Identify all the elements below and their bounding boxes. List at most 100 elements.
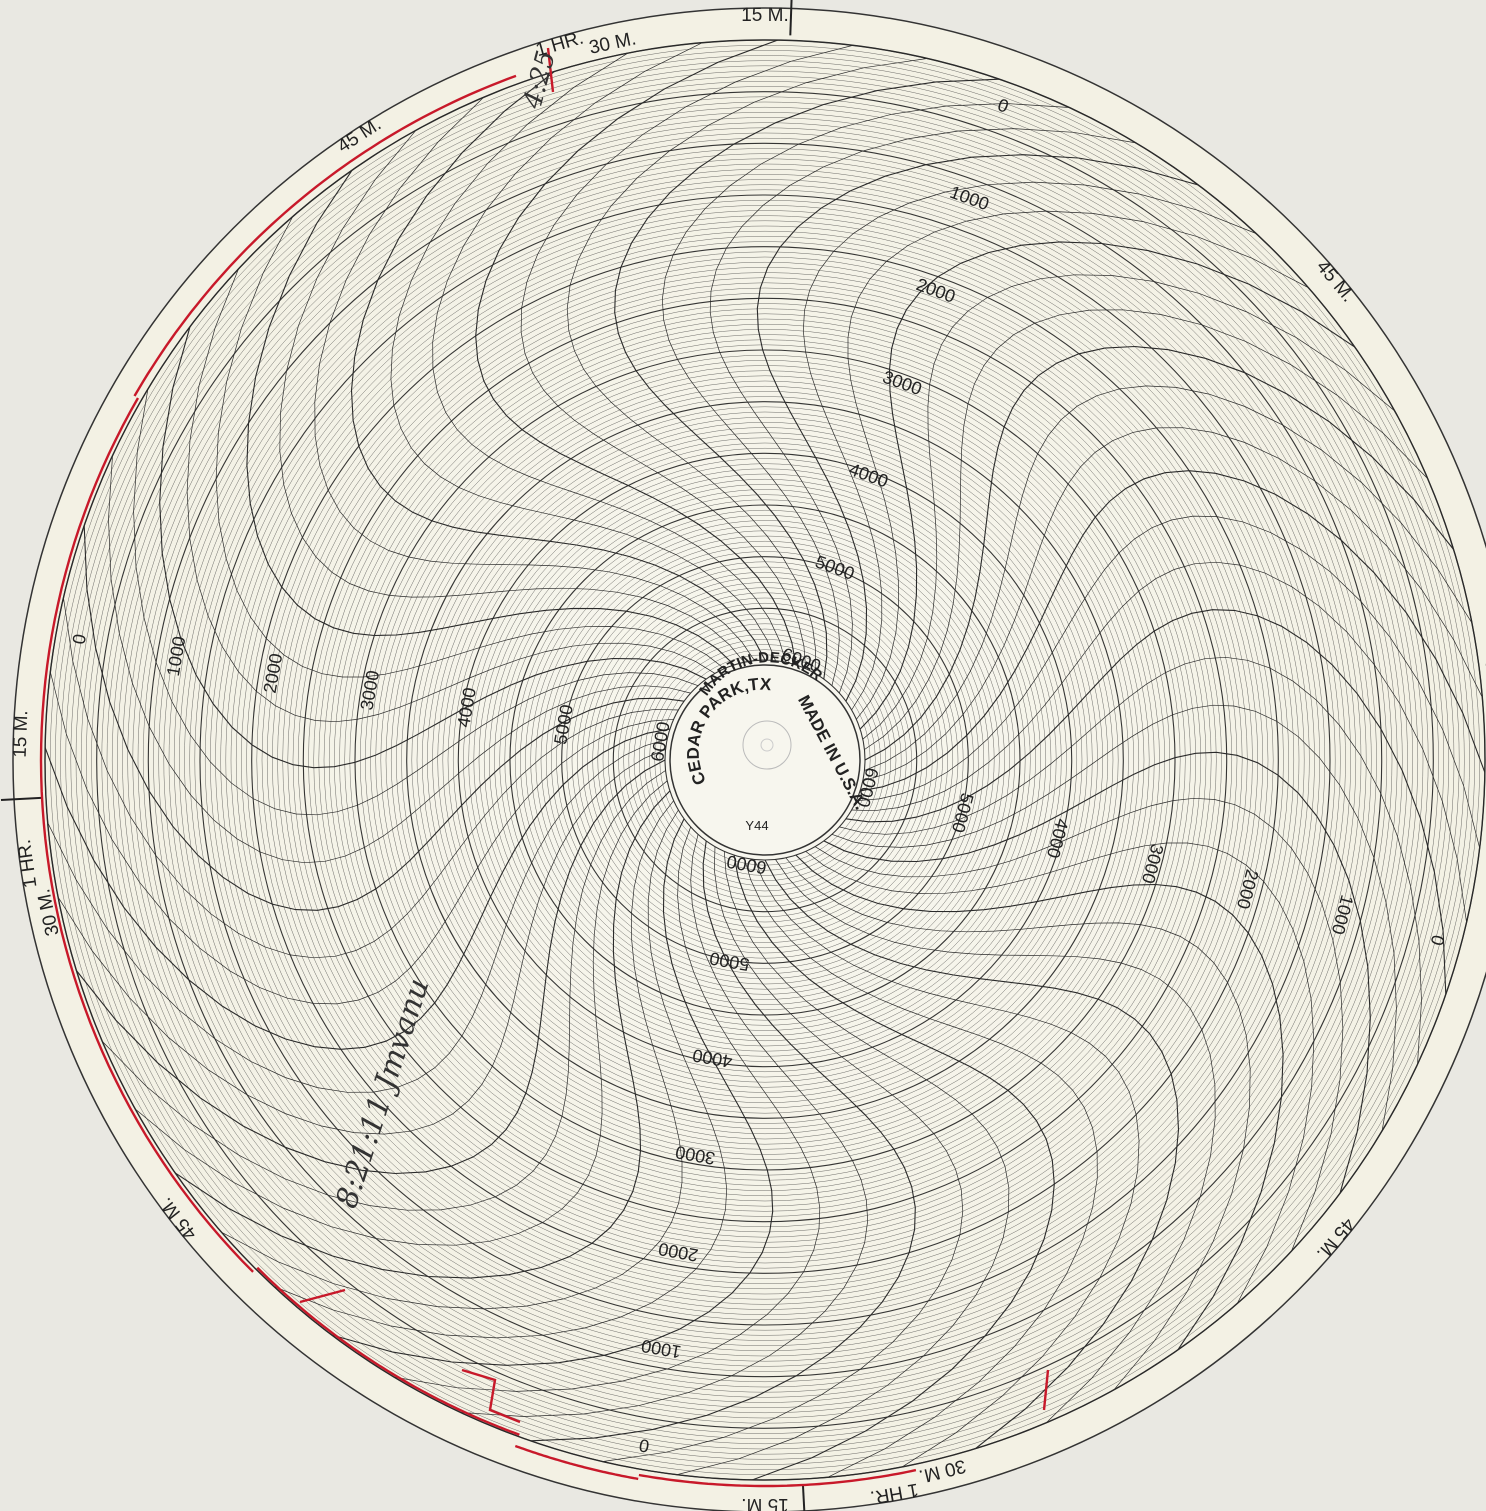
pressure-ring bbox=[442, 437, 1088, 1083]
pressure-ring bbox=[602, 597, 928, 923]
pressure-ring bbox=[96, 91, 1434, 1429]
pressure-ring bbox=[168, 163, 1362, 1357]
time-arc bbox=[661, 103, 1070, 686]
center-hole-inner bbox=[760, 738, 774, 752]
pressure-ring bbox=[644, 639, 886, 881]
pen-trace bbox=[39, 47, 1050, 1488]
pressure-ring bbox=[649, 644, 881, 876]
time-arc bbox=[677, 851, 1010, 1475]
pressure-ring bbox=[106, 101, 1424, 1419]
pressure-ring bbox=[44, 39, 1486, 1481]
time-arc bbox=[460, 834, 869, 1417]
pressure-ring bbox=[576, 571, 954, 949]
time-arc bbox=[530, 840, 916, 1442]
time-arc bbox=[602, 846, 964, 1462]
trace-spike bbox=[1042, 1369, 1050, 1411]
time-arc bbox=[50, 672, 674, 1005]
time-arc bbox=[764, 859, 1180, 1450]
pressure-ring bbox=[380, 375, 1150, 1145]
pressure-ring bbox=[127, 122, 1403, 1398]
time-arc bbox=[432, 42, 787, 663]
pressure-ring bbox=[390, 385, 1140, 1135]
pressure-ring bbox=[457, 452, 1073, 1068]
time-arc bbox=[785, 857, 1251, 1391]
time-arc bbox=[862, 427, 1483, 782]
time-arc bbox=[856, 515, 1480, 848]
pressure-ring bbox=[514, 509, 1016, 1011]
pressure-ring bbox=[65, 60, 1465, 1460]
pressure-ring bbox=[251, 246, 1279, 1274]
pressure-ring bbox=[225, 220, 1305, 1300]
pressure-ring bbox=[277, 272, 1253, 1248]
pressure-ring bbox=[235, 230, 1295, 1290]
time-arc bbox=[862, 274, 1396, 740]
time-arc bbox=[831, 704, 1397, 1131]
pressure-ring bbox=[561, 556, 969, 964]
time-arc bbox=[47, 738, 668, 1093]
time-arc bbox=[847, 210, 1309, 720]
pressure-ring bbox=[468, 463, 1062, 1057]
time-arc bbox=[44, 728, 670, 1050]
pressure-ring bbox=[189, 184, 1341, 1336]
chart-hub: MARTIN-DECKER CEDAR PARK,TX MADE IN U.S.… bbox=[669, 649, 870, 856]
pressure-ring bbox=[318, 313, 1212, 1207]
pressure-ring bbox=[354, 349, 1176, 1171]
pressure-ring bbox=[654, 649, 876, 871]
pressure-ring bbox=[504, 499, 1026, 1021]
time-arc bbox=[108, 455, 691, 864]
time-label: 15 M. bbox=[10, 710, 33, 758]
time-arc bbox=[174, 790, 671, 1279]
pressure-ring bbox=[406, 401, 1124, 1119]
time-arc bbox=[756, 154, 1199, 702]
time-arc bbox=[709, 128, 1136, 694]
pressure-ring bbox=[571, 566, 959, 954]
pressure-ring bbox=[137, 132, 1393, 1388]
pressure-ring bbox=[256, 251, 1274, 1269]
pressure-ring bbox=[313, 308, 1217, 1212]
pressure-ring bbox=[530, 525, 1000, 995]
time-arc bbox=[331, 818, 774, 1366]
pressure-ring bbox=[147, 142, 1383, 1378]
hub-disk bbox=[669, 664, 861, 856]
time-label: 30 M. bbox=[1481, 659, 1486, 708]
scale-label: 0 bbox=[69, 632, 90, 645]
time-label: 15 M. bbox=[741, 5, 789, 26]
pressure-ring bbox=[302, 297, 1228, 1223]
pressure-ring bbox=[463, 458, 1067, 1062]
pressure-ring bbox=[525, 520, 1005, 1000]
pressure-ring bbox=[623, 618, 907, 902]
rim-marker bbox=[789, 0, 793, 36]
trace-step bbox=[461, 1368, 521, 1424]
pressure-ring bbox=[261, 256, 1269, 1264]
pressure-ring bbox=[230, 225, 1300, 1295]
pressure-ring bbox=[308, 303, 1222, 1217]
time-arc bbox=[57, 749, 666, 1135]
pressure-ring bbox=[210, 205, 1320, 1315]
time-arc bbox=[101, 770, 666, 1211]
trace-segment bbox=[638, 1468, 917, 1488]
pressure-ring bbox=[220, 215, 1310, 1305]
pressure-ring bbox=[535, 530, 995, 990]
time-arc bbox=[795, 854, 1284, 1351]
pressure-ring bbox=[142, 137, 1388, 1383]
pressure-ring bbox=[540, 535, 990, 985]
time-arc bbox=[394, 826, 821, 1392]
pressure-ring bbox=[483, 478, 1047, 1042]
pressure-ring bbox=[437, 432, 1093, 1088]
time-arc bbox=[860, 470, 1486, 792]
time-arc bbox=[864, 345, 1455, 761]
pressure-ring bbox=[297, 292, 1233, 1228]
pressure-ring bbox=[638, 633, 892, 887]
trace-segment bbox=[133, 74, 517, 397]
time-arc bbox=[273, 809, 728, 1339]
time-arc bbox=[83, 525, 685, 911]
pressure-ring bbox=[452, 447, 1078, 1073]
scale-label: 0 bbox=[1427, 933, 1449, 948]
pressure-ring bbox=[91, 86, 1439, 1434]
time-arc bbox=[859, 241, 1356, 730]
pressure-ring bbox=[556, 551, 974, 969]
pressure-ring bbox=[179, 174, 1351, 1346]
time-arc bbox=[134, 780, 668, 1246]
